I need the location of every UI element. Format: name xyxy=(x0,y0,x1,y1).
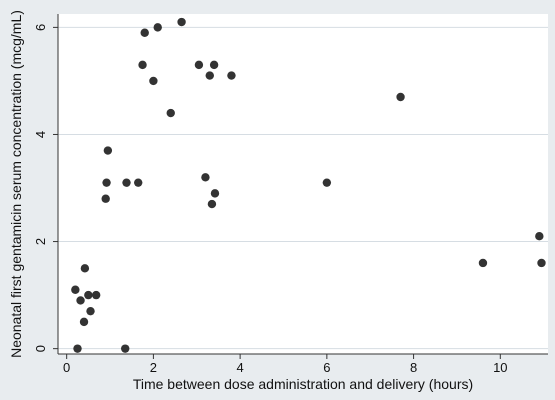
x-axis-label: Time between dose administration and del… xyxy=(133,376,473,392)
y-tick-label: 0 xyxy=(33,345,48,352)
data-point xyxy=(396,92,405,102)
data-point xyxy=(166,108,175,118)
data-point xyxy=(478,258,488,268)
data-point xyxy=(102,178,111,187)
data-point xyxy=(103,146,113,155)
x-tick-label: 2 xyxy=(150,360,157,375)
x-tick-label: 8 xyxy=(410,360,417,375)
data-point xyxy=(201,173,210,182)
data-point xyxy=(71,285,80,294)
data-point xyxy=(86,306,95,316)
data-point xyxy=(210,189,220,198)
data-point xyxy=(121,344,130,353)
data-point xyxy=(227,71,236,80)
y-tick-label: 2 xyxy=(33,238,48,245)
data-point xyxy=(153,23,162,32)
data-point xyxy=(209,60,219,70)
y-tick-label: 4 xyxy=(33,131,48,138)
data-point xyxy=(122,178,131,187)
data-point xyxy=(149,76,158,86)
plot-area xyxy=(58,14,548,354)
data-point xyxy=(535,232,544,241)
y-axis-label: Neonatal first gentamicin serum concentr… xyxy=(8,10,24,358)
tick-labels: 0 2 4 6 8 10 0 2 4 6 xyxy=(33,24,508,375)
x-tick-label: 4 xyxy=(237,360,244,375)
data-point xyxy=(138,60,147,70)
data-point xyxy=(101,194,110,203)
data-point xyxy=(84,290,93,300)
data-point xyxy=(205,71,214,80)
data-point xyxy=(322,178,332,187)
x-tick-label: 0 xyxy=(63,360,70,375)
axes xyxy=(57,14,548,355)
data-point xyxy=(134,178,143,187)
y-tick-label: 6 xyxy=(33,24,48,31)
data-point xyxy=(76,296,85,305)
data-point xyxy=(91,290,101,300)
data-point xyxy=(73,344,82,353)
gridlines xyxy=(58,26,548,350)
data-point xyxy=(207,199,217,209)
data-point xyxy=(140,28,149,37)
data-point xyxy=(194,60,204,70)
x-tick-label: 6 xyxy=(323,360,330,375)
data-point xyxy=(177,17,186,27)
data-point xyxy=(537,258,546,268)
data-points xyxy=(71,17,546,353)
x-tick-label: 10 xyxy=(493,360,507,375)
data-point xyxy=(79,317,89,327)
data-point xyxy=(80,264,90,273)
